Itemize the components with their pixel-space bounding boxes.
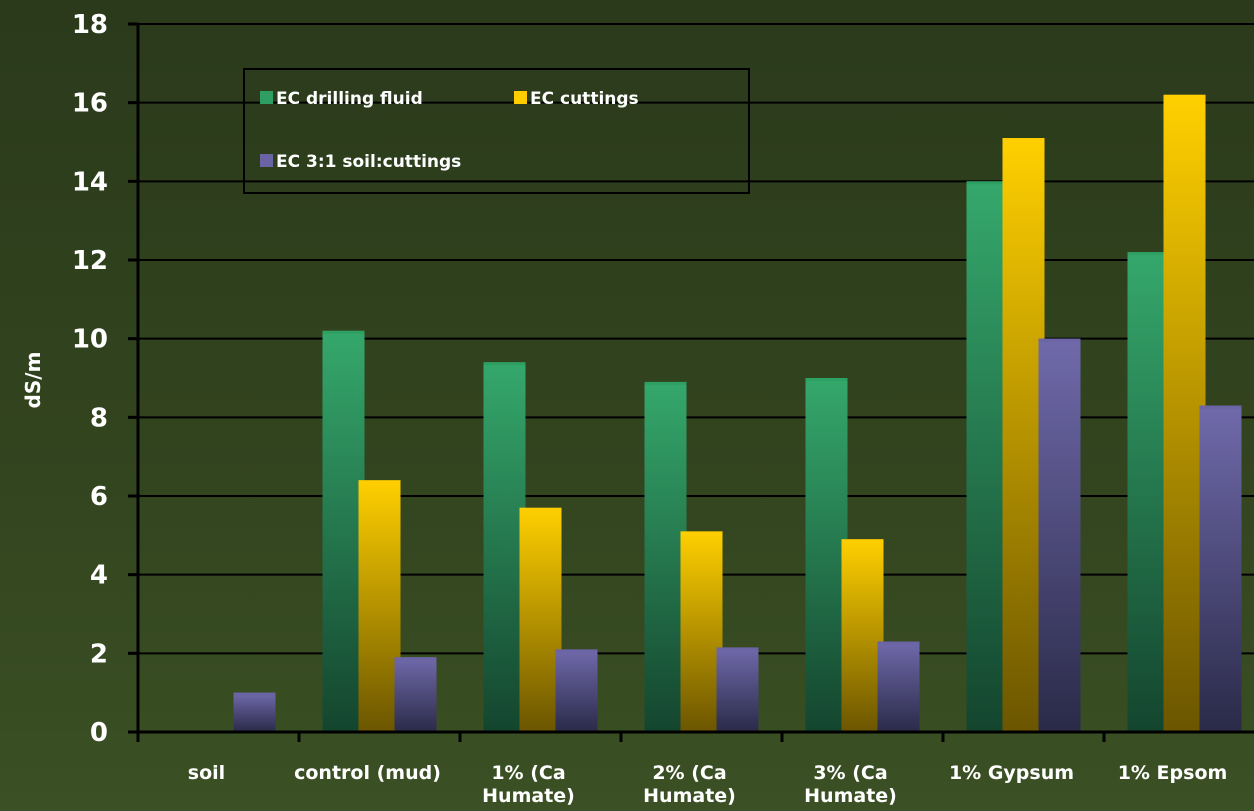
- legend-swatch: [260, 154, 273, 167]
- bars: [234, 95, 1242, 732]
- bar-ec-drilling-fluid-2: [484, 362, 526, 732]
- bar-ec-3-1-soil-cuttings-5: [1039, 339, 1081, 732]
- x-tick-label: Humate): [643, 785, 736, 807]
- x-tick-label: soil: [188, 762, 225, 784]
- bar-ec-drilling-fluid-3: [645, 382, 687, 732]
- y-tick-label: 6: [90, 482, 108, 512]
- legend-swatch: [260, 91, 273, 104]
- y-tick-label: 14: [72, 167, 108, 197]
- bar-ec-3-1-soil-cuttings-0: [234, 693, 276, 732]
- bar-cap: [484, 362, 526, 365]
- bar-ec-3-1-soil-cuttings-3: [717, 647, 759, 732]
- y-tick-label: 16: [72, 89, 108, 119]
- bar-ec-cuttings-4: [842, 539, 884, 732]
- x-tick-label: Humate): [804, 785, 897, 807]
- bar-ec-3-1-soil-cuttings-6: [1200, 406, 1242, 732]
- x-tick-label: 1% (Ca: [491, 762, 565, 784]
- y-tick-label: 12: [72, 246, 108, 276]
- bar-ec-3-1-soil-cuttings-1: [395, 657, 437, 732]
- bar-ec-3-1-soil-cuttings-2: [556, 649, 598, 732]
- bar-cap: [556, 649, 598, 652]
- x-tick-label: control (mud): [294, 762, 441, 784]
- y-tick-labels: 0 2 4 6 8 10 12 14 16 18: [72, 10, 108, 748]
- y-tick-label: 2: [90, 639, 108, 669]
- bar-cap: [520, 508, 562, 511]
- legend-label: EC 3:1 soil:cuttings: [276, 152, 461, 172]
- x-tick-label: 1% Epsom: [1118, 762, 1228, 784]
- bar-cap: [1003, 138, 1045, 141]
- legend-swatch: [514, 91, 527, 104]
- bar-cap: [967, 181, 1009, 184]
- bar-ec-cuttings-1: [359, 480, 401, 732]
- bar-ec-3-1-soil-cuttings-4: [878, 642, 920, 732]
- bar-cap: [1039, 339, 1081, 342]
- bar-ec-cuttings-3: [681, 531, 723, 732]
- bar-cap: [1128, 252, 1170, 255]
- legend-box: [244, 69, 749, 193]
- x-tick-label: 3% (Ca: [813, 762, 887, 784]
- y-axis-title: dS/m: [21, 352, 45, 409]
- bar-cap: [806, 378, 848, 381]
- y-tick-label: 8: [90, 403, 108, 433]
- legend-label: EC cuttings: [530, 89, 639, 109]
- bar-ec-drilling-fluid-5: [967, 181, 1009, 732]
- bar-cap: [234, 693, 276, 696]
- bar-ec-cuttings-5: [1003, 138, 1045, 732]
- x-tick-label: 1% Gypsum: [949, 762, 1074, 784]
- bar-cap: [359, 480, 401, 483]
- legend: EC drilling fluid EC cuttings EC 3:1 soil:…: [244, 69, 749, 193]
- bar-cap: [842, 539, 884, 542]
- y-tick-label: 10: [72, 325, 108, 355]
- bar-cap: [681, 531, 723, 534]
- bar-cap: [717, 647, 759, 650]
- bar-cap: [878, 642, 920, 645]
- bar-cap: [395, 657, 437, 660]
- legend-label: EC drilling fluid: [276, 89, 423, 109]
- bar-cap: [323, 331, 365, 334]
- x-tick-label: Humate): [482, 785, 575, 807]
- bar-cap: [1164, 95, 1206, 98]
- bar-ec-drilling-fluid-4: [806, 378, 848, 732]
- y-tick-label: 4: [90, 561, 108, 591]
- bar-ec-cuttings-6: [1164, 95, 1206, 732]
- bar-ec-cuttings-2: [520, 508, 562, 732]
- x-tick-label: 2% (Ca: [652, 762, 726, 784]
- y-tick-label: 0: [90, 718, 108, 748]
- y-tick-label: 18: [72, 10, 108, 40]
- bar-ec-drilling-fluid-6: [1128, 252, 1170, 732]
- bar-ec-drilling-fluid-1: [323, 331, 365, 732]
- bar-cap: [1200, 406, 1242, 409]
- bar-cap: [645, 382, 687, 385]
